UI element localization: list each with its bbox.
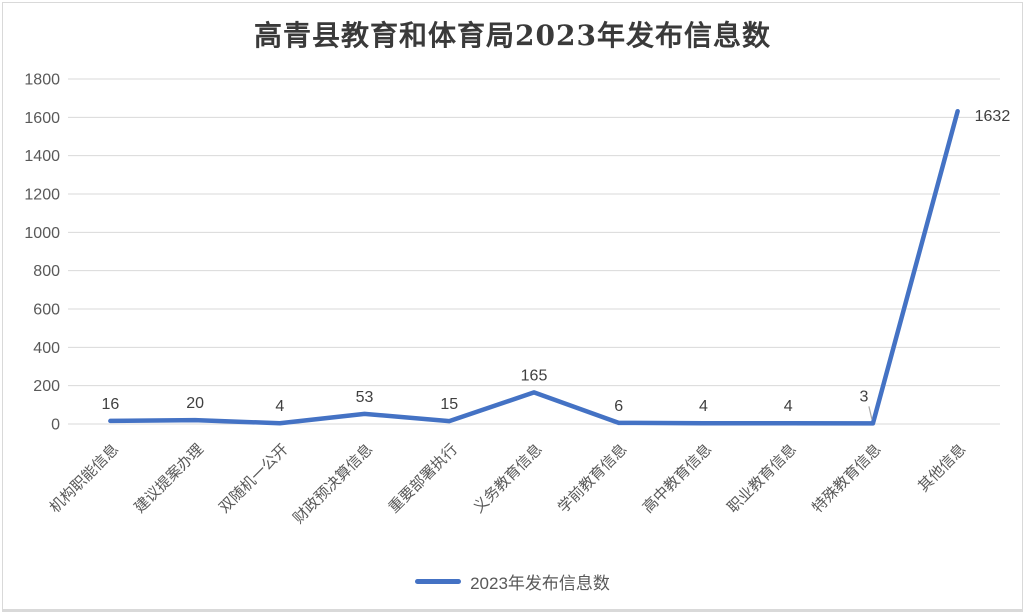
data-label: 3 [859,388,868,405]
y-tick-label: 1600 [24,110,60,127]
legend-label: 2023年发布信息数 [470,573,610,593]
chart-title: 高青县教育和体育局2023年发布信息数 [254,19,771,52]
legend-line-swatch [415,578,462,584]
x-category-label: 重要部署执行 [385,441,461,517]
x-category-label: 机构职能信息 [47,441,123,517]
data-label: 165 [521,367,548,384]
y-tick-label: 0 [51,417,60,434]
x-category-label: 财政预决算信息 [289,440,376,527]
y-tick-label: 200 [33,378,60,395]
data-label: 4 [699,398,708,415]
series-line [108,108,960,426]
x-category-label: 义务教育信息 [470,441,546,517]
x-category-label: 学前教育信息 [555,441,631,517]
x-category-label: 其他信息 [915,441,969,495]
data-label: 16 [101,396,119,413]
data-label: 53 [356,389,374,406]
x-category-label: 职业教育信息 [724,441,800,517]
y-tick-label: 1800 [24,72,60,89]
data-label: 4 [784,398,793,415]
y-tick-label: 1200 [24,187,60,204]
data-label: 1632 [975,108,1011,125]
leader-line [868,406,873,420]
x-category-label: 建议提案办理 [131,440,207,516]
y-tick-label: 1400 [24,148,60,165]
data-label: 15 [440,396,458,413]
data-label: 6 [614,398,623,415]
y-tick-label: 1000 [24,225,60,242]
x-category-label: 高中教育信息 [640,441,716,517]
data-label: 20 [186,395,204,412]
legend: 2023年发布信息数 [0,568,1025,594]
y-tick-label: 400 [33,340,60,357]
y-tick-label: 800 [33,263,60,280]
y-tick-label: 600 [33,302,60,319]
x-category-label: 特殊教育信息 [809,441,885,517]
data-label: 4 [275,398,284,415]
x-category-label: 双随机一公开 [216,441,292,517]
